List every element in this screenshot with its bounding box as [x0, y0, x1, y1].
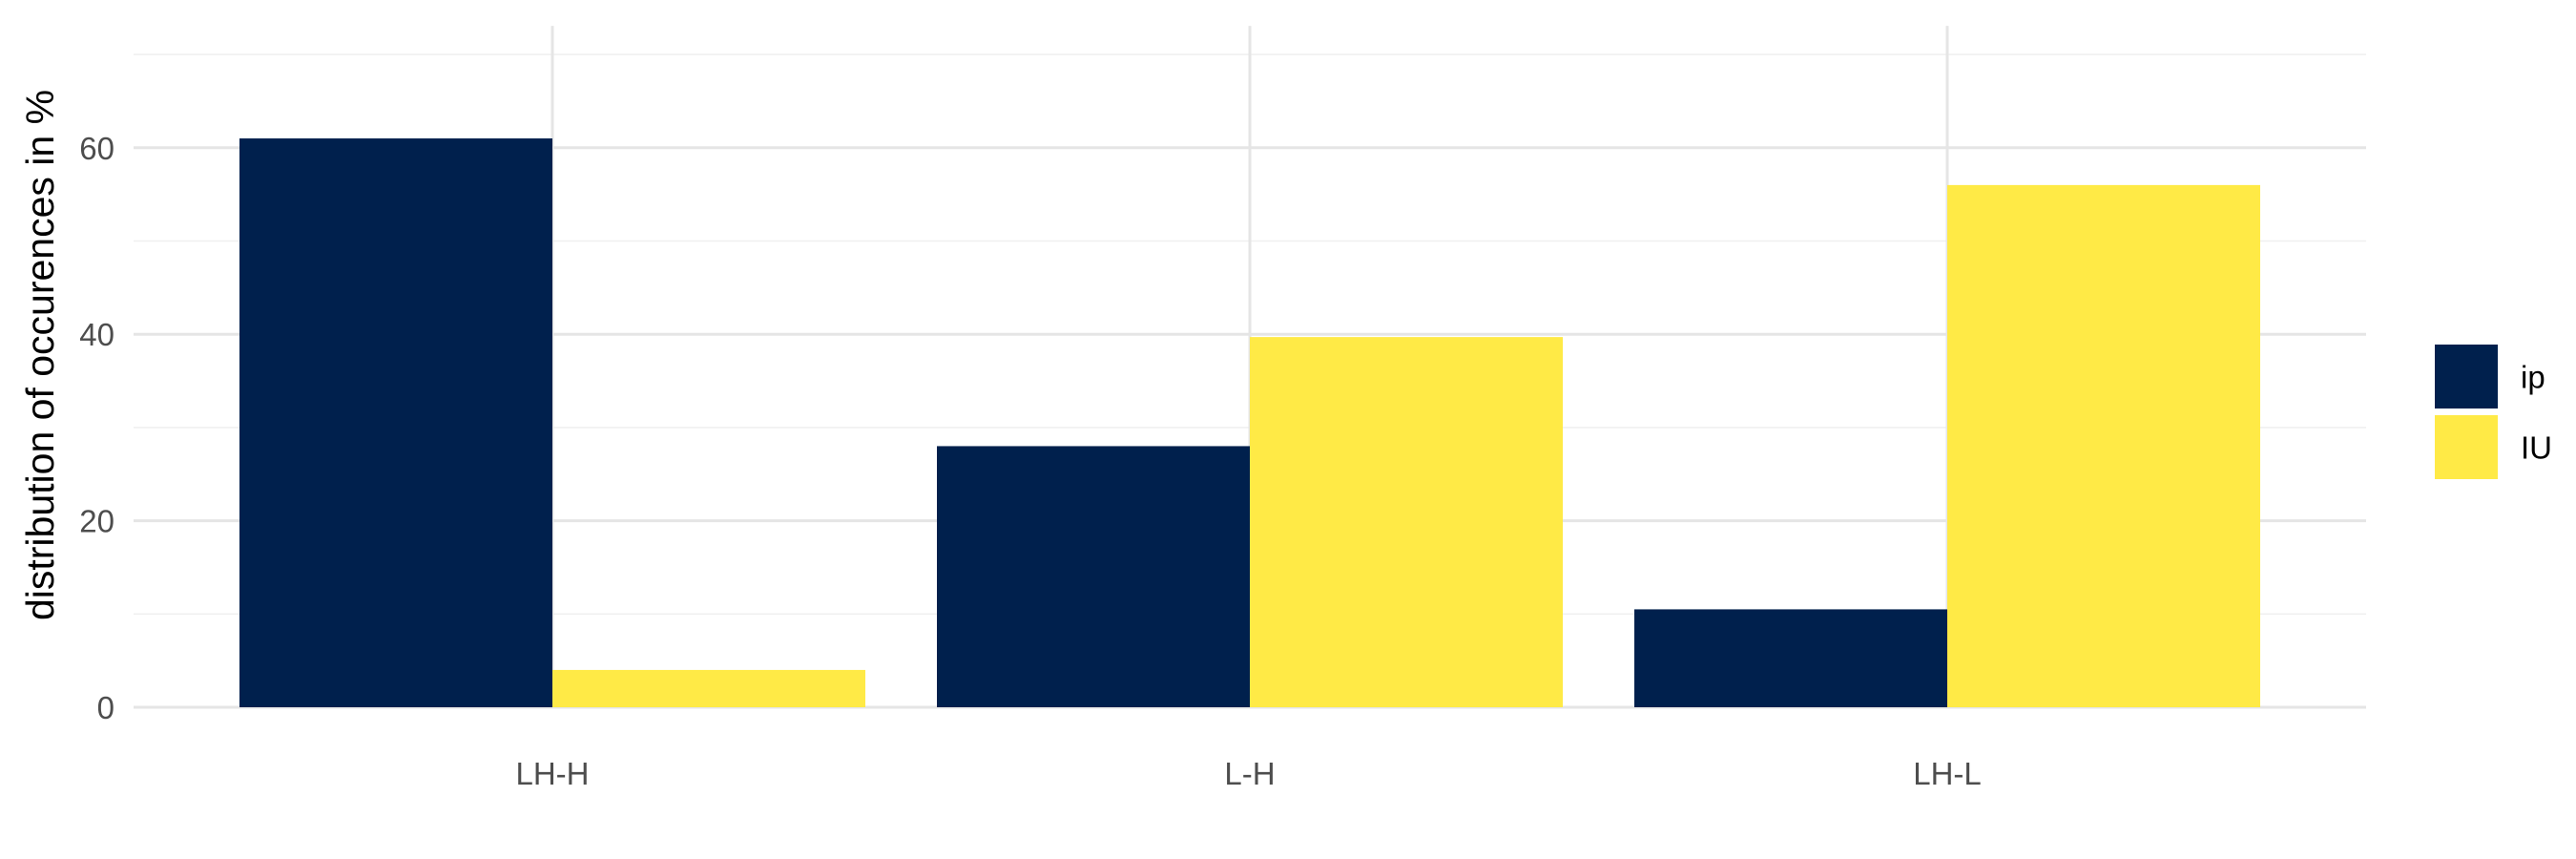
y-tick-label: 60 — [79, 131, 114, 166]
x-tick-label: L-H — [1224, 756, 1275, 791]
bar-ip-L-H — [937, 446, 1250, 707]
y-axis-tick-labels: 0 20 40 60 — [79, 131, 114, 725]
x-tick-label: LH-L — [1913, 756, 1982, 791]
legend-key-IU — [2435, 415, 2498, 479]
y-tick-label: 40 — [79, 317, 114, 352]
x-tick-label: LH-H — [515, 756, 589, 791]
legend: ip IU — [2435, 345, 2552, 479]
bar-IU-LH-L — [1947, 184, 2260, 707]
bar-IU-LH-H — [552, 669, 865, 707]
bar-IU-L-H — [1250, 337, 1563, 707]
bar-ip-LH-H — [239, 138, 552, 707]
bars — [239, 138, 2260, 707]
legend-label-ip: ip — [2521, 360, 2545, 395]
x-axis-tick-labels: LH-H L-H LH-L — [515, 756, 1981, 791]
bar-ip-LH-L — [1634, 609, 1947, 707]
legend-label-IU: IU — [2521, 430, 2552, 466]
y-tick-label: 20 — [79, 504, 114, 539]
y-axis-title: distribution of occurences in % — [18, 90, 62, 620]
legend-key-ip — [2435, 345, 2498, 409]
y-tick-label: 0 — [97, 690, 114, 725]
